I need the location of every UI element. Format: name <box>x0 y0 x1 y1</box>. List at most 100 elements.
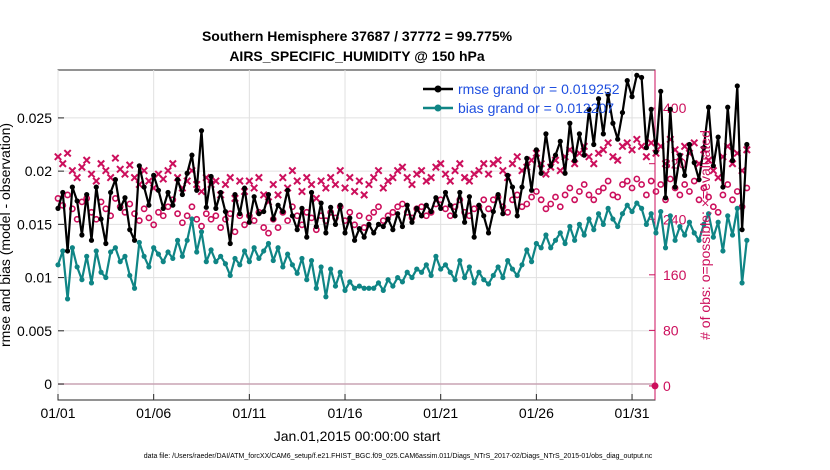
x-marker-stroke <box>101 166 110 175</box>
evaluated-count-marker <box>436 159 445 168</box>
bias-point <box>127 272 133 279</box>
x-marker-stroke <box>298 187 306 196</box>
possible-count-marker <box>705 193 712 201</box>
rmse-point <box>299 205 305 211</box>
bias-point <box>639 205 645 211</box>
x-marker-stroke <box>398 163 407 172</box>
possible-count-marker <box>733 188 741 195</box>
x-marker-stroke <box>211 177 220 185</box>
bias-point <box>576 221 583 227</box>
rmse-point <box>93 184 99 190</box>
rmse-point <box>481 213 487 219</box>
x-marker-stroke <box>326 173 335 182</box>
possible-count-marker <box>164 203 172 211</box>
possible-count-marker <box>590 196 598 204</box>
rmse-point <box>285 187 291 193</box>
possible-count-marker <box>145 214 153 222</box>
possible-count-marker <box>126 200 134 208</box>
rmse-point <box>117 205 123 211</box>
bias-point <box>275 245 281 251</box>
possible-count-marker <box>188 203 196 211</box>
x-tick-label: 01/16 <box>327 405 362 421</box>
evaluated-count-marker <box>589 159 598 168</box>
bias-point <box>160 259 166 265</box>
rmse-point <box>605 91 611 98</box>
bias-point <box>682 232 688 238</box>
rmse-point <box>399 223 406 230</box>
x-marker-stroke <box>408 180 416 189</box>
bias-point <box>261 248 267 254</box>
rmse-point <box>552 152 559 158</box>
evaluated-count-marker <box>632 135 641 144</box>
rmse-point <box>208 173 214 180</box>
evaluated-count-marker <box>125 161 134 169</box>
bias-point <box>452 277 458 283</box>
bias-point <box>705 211 712 217</box>
rmse-point <box>313 223 319 230</box>
rmse-point <box>519 184 525 190</box>
bias-point <box>155 251 162 257</box>
x-marker-stroke <box>302 173 311 182</box>
rmse-point <box>328 204 334 210</box>
evaluated-count-marker <box>369 173 378 182</box>
evaluated-count-marker <box>82 156 91 165</box>
x-marker-stroke <box>255 173 263 182</box>
y-tick-label: 0.025 <box>17 110 52 126</box>
rmse-point <box>371 230 377 236</box>
rmse-point <box>108 189 114 196</box>
x-marker-stroke <box>441 170 450 179</box>
x-marker-stroke <box>628 145 636 154</box>
evaluated-count-marker <box>312 194 321 203</box>
y-right-tick-label: 240 <box>663 211 687 227</box>
x-marker-stroke <box>709 166 718 175</box>
rmse-point <box>705 104 712 110</box>
chart-title-line1: Southern Hemisphere 37687 / 37772 = 99.7… <box>202 28 513 44</box>
rmse-point <box>423 202 429 208</box>
possible-count-marker <box>681 181 689 188</box>
bias-point <box>371 285 377 291</box>
rmse-point <box>610 120 616 126</box>
evaluated-count-marker <box>159 175 168 183</box>
bias-point <box>462 274 468 281</box>
bias-point <box>409 274 415 281</box>
x-marker-stroke <box>714 173 723 182</box>
x-tick-label: 01/21 <box>423 405 458 421</box>
x-marker-stroke <box>508 159 517 168</box>
x-marker-stroke <box>355 177 364 185</box>
evaluated-count-marker <box>642 152 651 161</box>
bias-point <box>548 245 554 251</box>
rmse-point <box>218 189 224 196</box>
evaluated-count-marker <box>274 191 282 199</box>
rmse-point <box>586 106 592 112</box>
bias-point <box>294 270 300 276</box>
possible-count-marker <box>566 184 574 192</box>
x-marker-stroke <box>446 177 455 185</box>
bias-point <box>701 221 707 227</box>
bias-point <box>471 280 477 286</box>
rmse-point <box>409 219 415 225</box>
legend-bias-name: bias grand <box>458 100 527 116</box>
x-marker-stroke <box>542 170 550 179</box>
rmse-point <box>658 88 664 94</box>
x-marker-stroke <box>623 138 632 147</box>
evaluated-count-marker <box>350 187 359 196</box>
rmse-point <box>179 191 185 198</box>
possible-count-marker <box>523 200 531 208</box>
rmse-point <box>160 205 166 211</box>
rmse-point <box>155 187 162 193</box>
rmse-point <box>332 221 339 227</box>
evaluated-count-marker <box>508 159 517 168</box>
evaluated-count-marker <box>455 159 464 168</box>
evaluated-count-marker <box>599 145 608 154</box>
bias-point <box>710 234 716 240</box>
bias-point <box>280 264 286 270</box>
possible-count-marker <box>265 229 272 237</box>
bias-point <box>505 257 511 264</box>
rmse-point <box>438 205 444 211</box>
bias-point <box>122 253 128 259</box>
bias-point <box>318 264 324 270</box>
rmse-point <box>64 248 71 254</box>
evaluated-count-marker <box>58 159 67 168</box>
rmse-point <box>619 109 626 116</box>
possible-count-marker <box>212 212 220 220</box>
